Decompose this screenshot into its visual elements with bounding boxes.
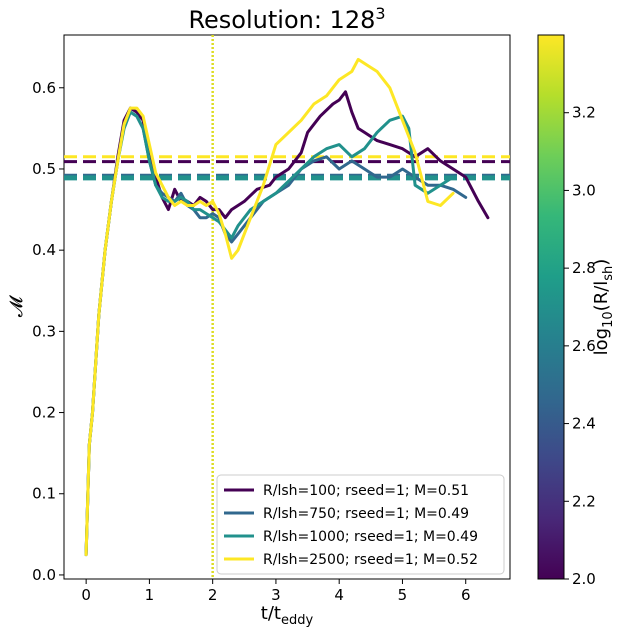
x-tick-label: 4 bbox=[334, 586, 344, 604]
colorbar-tick-label: 2.0 bbox=[572, 570, 596, 588]
x-tick-label: 3 bbox=[271, 586, 281, 604]
x-tick-label: 2 bbox=[208, 586, 218, 604]
legend: R/lsh=100; rseed=1; M=0.51 R/lsh=750; rse… bbox=[216, 474, 505, 575]
colorbar-gradient bbox=[537, 34, 565, 580]
colorbar-tick-label: 2.4 bbox=[572, 415, 596, 433]
colorbar-tick-label: 3.0 bbox=[572, 181, 596, 199]
y-tick-label: 0.2 bbox=[32, 404, 56, 422]
colorbar: 2.0 2.2 2.4 2.6 2.8 3.0 3.2 bbox=[537, 34, 596, 588]
colorbar-tick-label: 2.2 bbox=[572, 492, 596, 510]
y-tick-label: 0.3 bbox=[32, 322, 56, 340]
x-axis: 0 1 2 3 4 5 6 bbox=[81, 579, 470, 604]
x-axis-label: t/teddy bbox=[261, 603, 314, 628]
colorbar-tick-label: 2.8 bbox=[572, 259, 596, 277]
legend-entry-label: R/lsh=2500; rseed=1; M=0.52 bbox=[263, 552, 478, 568]
series-line bbox=[84, 57, 455, 557]
legend-box bbox=[216, 474, 505, 575]
y-tick-label: 0.5 bbox=[32, 160, 56, 178]
y-axis: 0.0 0.1 0.2 0.3 0.4 0.5 0.6 bbox=[32, 79, 64, 584]
legend-entry-label: R/lsh=100; rseed=1; M=0.51 bbox=[263, 483, 469, 499]
y-axis-label: 𝓜 bbox=[6, 294, 27, 317]
legend-entry-label: R/lsh=1000; rseed=1; M=0.49 bbox=[263, 529, 478, 545]
chart-title: Resolution: 1283 bbox=[188, 4, 385, 34]
legend-entry-label: R/lsh=750; rseed=1; M=0.49 bbox=[263, 506, 469, 522]
y-tick-label: 0.1 bbox=[32, 485, 56, 503]
colorbar-tick-label: 2.6 bbox=[572, 337, 596, 355]
x-tick-label: 6 bbox=[461, 586, 471, 604]
x-tick-label: 5 bbox=[398, 586, 408, 604]
y-tick-label: 0.0 bbox=[32, 566, 56, 584]
x-tick-label: 0 bbox=[81, 586, 91, 604]
colorbar-label: log10(R/lsh) bbox=[591, 259, 616, 356]
y-tick-label: 0.4 bbox=[32, 241, 56, 259]
colorbar-tick-label: 3.2 bbox=[572, 104, 596, 122]
x-tick-label: 1 bbox=[145, 586, 155, 604]
plot-content bbox=[64, 35, 510, 579]
y-tick-label: 0.6 bbox=[32, 79, 56, 97]
